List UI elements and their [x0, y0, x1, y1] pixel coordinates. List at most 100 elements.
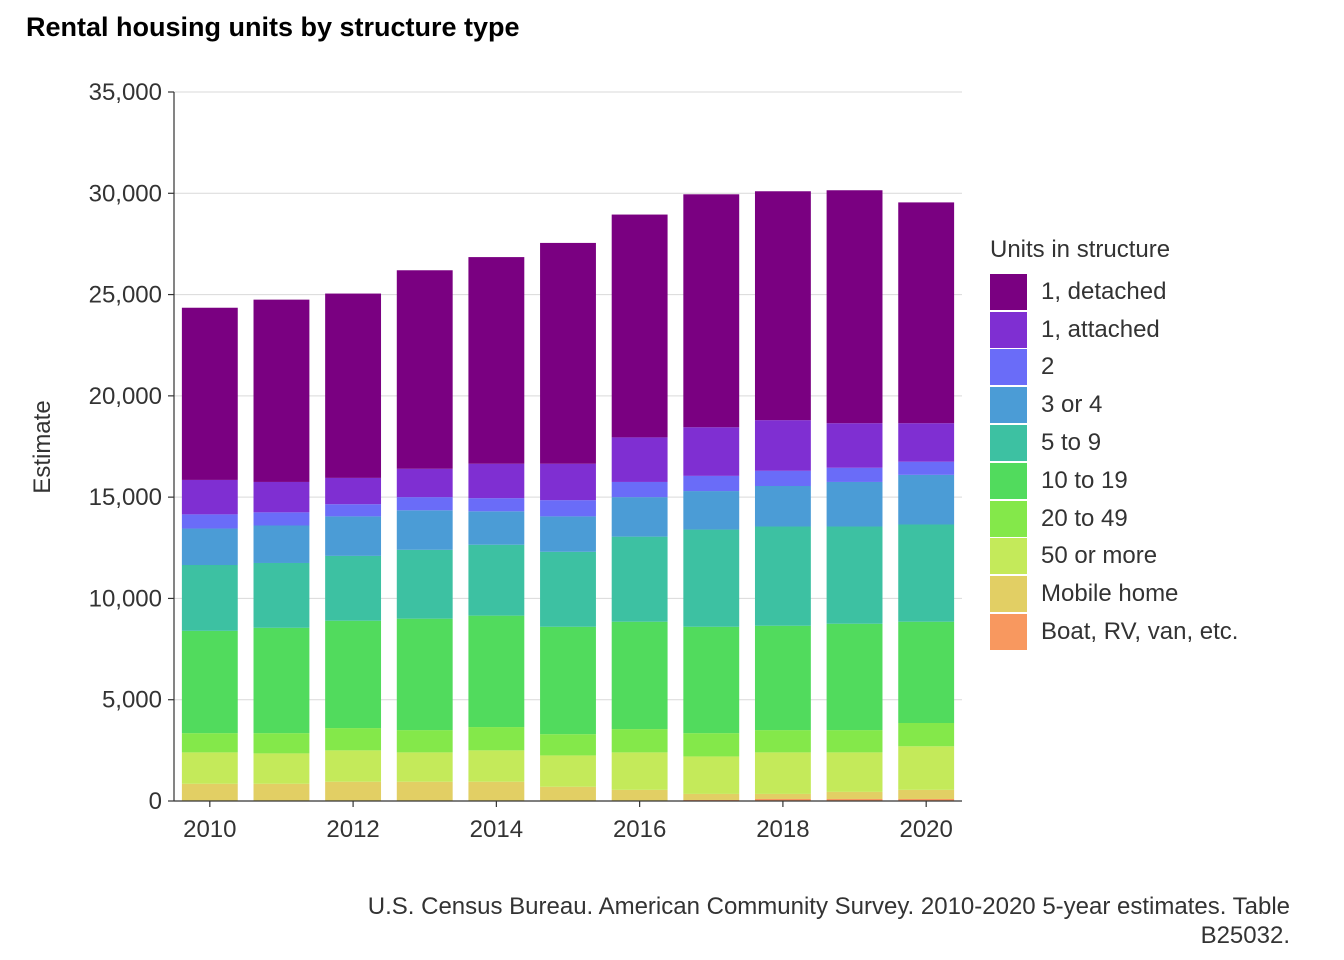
bar-segment	[468, 511, 525, 545]
y-tick-label: 35,000	[89, 79, 162, 106]
legend-title: Units in structure	[990, 236, 1171, 263]
legend-item: 5 to 9	[990, 424, 1238, 462]
bar-segment	[325, 516, 382, 556]
bar-segment	[898, 524, 955, 622]
bar-segment	[898, 723, 955, 747]
bar-segment	[181, 752, 238, 784]
legend-swatch	[990, 349, 1027, 386]
legend-item: 1, attached	[990, 311, 1238, 349]
bar-segment	[683, 475, 740, 492]
legend-label: 1, detached	[1041, 277, 1167, 305]
bar-segment	[683, 194, 740, 428]
bar-segment	[253, 627, 310, 734]
bar-segment	[396, 781, 453, 801]
legend-swatch	[990, 614, 1027, 651]
bar-segment	[396, 510, 453, 550]
bar-segment	[540, 242, 596, 464]
caption-line-1: U.S. Census Bureau. American Community S…	[367, 893, 1290, 920]
bar-segment	[754, 470, 811, 487]
legend-swatch	[990, 311, 1027, 348]
bar-segment	[611, 437, 668, 482]
bar-segment	[754, 486, 811, 527]
y-tick-label: 0	[149, 788, 162, 815]
bar-segment	[181, 565, 238, 631]
y-tick-label: 15,000	[89, 484, 162, 511]
bar-segment	[253, 733, 310, 754]
bar-segment	[826, 623, 883, 731]
legend-label: Mobile home	[1041, 580, 1179, 608]
bar-segment	[468, 750, 525, 782]
bar-segment	[540, 463, 596, 501]
bar-segment	[754, 752, 811, 794]
axes: 0 5,000 10,000 15,000 20,000 25,000 30,000 35,0…	[89, 79, 962, 843]
chart-title: Rental housing units by structure type	[26, 12, 520, 42]
bar-segment	[325, 293, 382, 478]
bar-segment	[396, 730, 453, 753]
bar-segment	[325, 477, 382, 505]
bar-segment	[396, 497, 453, 511]
bar-segment	[611, 536, 668, 622]
bar-segment	[683, 491, 740, 530]
bar-segment	[898, 621, 955, 724]
legend-swatch	[990, 576, 1027, 613]
legend-swatch	[990, 538, 1027, 575]
bar-segment	[898, 461, 955, 475]
legend-label: 10 to 19	[1041, 466, 1128, 494]
bar-segment	[611, 752, 668, 790]
x-tick-label: 2020	[899, 816, 952, 843]
legend-item: 20 to 49	[990, 500, 1238, 538]
bar-segment	[611, 481, 668, 498]
bar-segment	[540, 734, 596, 756]
bar-segment	[826, 526, 883, 624]
bar-segment	[826, 798, 883, 801]
caption-line-2: B25032.	[1200, 922, 1290, 949]
x-tick-label: 2018	[756, 816, 809, 843]
bar-segment	[540, 500, 596, 517]
legend-item: Mobile home	[990, 575, 1238, 613]
bar-segment	[396, 752, 453, 782]
bars	[181, 190, 955, 801]
bar-segment	[826, 791, 883, 799]
legend-item: 50 or more	[990, 538, 1238, 576]
legend-item: 3 or 4	[990, 386, 1238, 424]
bar-segment	[468, 781, 525, 801]
bar-segment	[181, 528, 238, 566]
y-tick-label: 20,000	[89, 383, 162, 410]
bar-segment	[611, 497, 668, 537]
bar-segment	[181, 479, 238, 515]
bar-segment	[325, 728, 382, 751]
y-axis-title: Estimate	[29, 400, 56, 493]
bar-segment	[253, 481, 310, 513]
bar-segment	[253, 783, 310, 801]
bar-segment	[754, 793, 811, 799]
legend-item: 1, detached	[990, 273, 1238, 311]
bar-segment	[611, 789, 668, 801]
bar-segment	[253, 753, 310, 784]
legend-label: 20 to 49	[1041, 504, 1128, 532]
bar-segment	[898, 798, 955, 801]
legend-swatch	[990, 387, 1027, 424]
legend-label: 50 or more	[1041, 542, 1158, 570]
bar-segment	[253, 299, 310, 482]
bar-segment	[898, 423, 955, 462]
bar-segment	[898, 474, 955, 525]
bar-segment	[181, 630, 238, 734]
bar-segment	[754, 798, 811, 801]
bar-segment	[325, 504, 382, 517]
bar-segment	[253, 512, 310, 526]
bar-segment	[683, 626, 740, 734]
legend: Units in structure 1, detached 1, attache…	[990, 236, 1238, 651]
bar-segment	[898, 746, 955, 790]
bar-segment	[826, 730, 883, 753]
legend-label: 5 to 9	[1041, 429, 1102, 457]
y-tick-label: 5,000	[102, 687, 162, 714]
bar-segment	[683, 756, 740, 794]
bar-segment	[826, 481, 883, 527]
bar-segment	[181, 733, 238, 753]
legend-items: 1, detached 1, attached 2 3 or 4 5 to 9 10 to…	[990, 273, 1238, 651]
bar-segment	[253, 562, 310, 628]
bar-segment	[181, 783, 238, 801]
legend-swatch	[990, 500, 1027, 537]
bar-segment	[325, 620, 382, 729]
bar-segment	[611, 214, 668, 438]
